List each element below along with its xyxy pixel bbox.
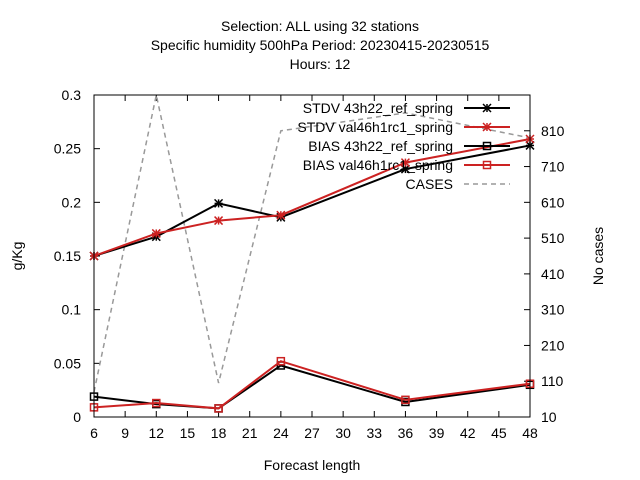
data-point: [482, 160, 492, 170]
data-point: [152, 398, 161, 408]
x-tick-label: 15: [180, 425, 196, 441]
data-point: [400, 158, 410, 168]
data-point: [482, 141, 492, 151]
y-tick-label: 0.3: [62, 87, 82, 103]
y-tick-label: 0.05: [54, 355, 81, 371]
y2-tick-label: 410: [541, 266, 565, 282]
x-axis-label: Forecast length: [264, 457, 361, 473]
series-3: [89, 356, 535, 413]
y2-axis-label: No cases: [590, 227, 606, 285]
x-tick-label: 21: [242, 425, 258, 441]
y2-tick-label: 610: [541, 194, 565, 210]
y2-tick-label: 210: [541, 337, 565, 353]
data-point: [482, 103, 492, 113]
series-line: [93, 94, 531, 393]
x-tick-label: 24: [273, 425, 289, 441]
chart-title-line-1: Selection: ALL using 32 stations: [221, 18, 419, 34]
y-tick-label: 0.1: [62, 302, 82, 318]
series-line: [93, 138, 531, 257]
plot-frame: [93, 94, 531, 418]
x-tick-label: 9: [121, 425, 129, 441]
y2-tick-label: 110: [541, 373, 564, 389]
x-tick-label: 48: [522, 425, 538, 441]
y2-tick-label: 10: [541, 409, 557, 425]
legend-label: BIAS val46h1rc1_spring: [303, 157, 453, 173]
x-tick-label: 30: [335, 425, 351, 441]
data-point: [276, 356, 286, 366]
y-tick-label: 0.25: [54, 141, 81, 157]
y-axis-label: g/Kg: [9, 242, 25, 271]
data-point: [214, 216, 224, 226]
legend-label: STDV val46h1rc1_spring: [297, 119, 453, 135]
data-point: [401, 395, 410, 405]
data-point: [276, 210, 286, 220]
series-2: [89, 361, 535, 413]
x-tick-label: 6: [90, 425, 98, 441]
legend-label: STDV 43h22_ref_spring: [303, 100, 453, 116]
x-tick-label: 36: [398, 425, 414, 441]
data-point: [214, 404, 223, 413]
series-line: [93, 144, 531, 257]
series-line: [93, 360, 531, 410]
x-tick-label: 42: [460, 425, 476, 441]
legend-label: CASES: [406, 176, 453, 192]
y2-tick-label: 310: [541, 302, 565, 318]
y-tick-label: 0.15: [54, 248, 81, 264]
x-tick-label: 39: [429, 425, 445, 441]
y-tick-label: 0.2: [62, 194, 82, 210]
tick-layer: 6 9 12 15 18 21 24 27 30 33 36 39 42 45 48 0 0.05 0.1 0.15…: [54, 87, 565, 441]
series-4: [93, 94, 531, 393]
chart-title-line-2: Specific humidity 500hPa Period: 2023041…: [150, 37, 490, 53]
y2-tick-label: 810: [541, 123, 565, 139]
x-tick-label: 27: [304, 425, 320, 441]
x-tick-label: 12: [148, 425, 164, 441]
legend-label: BIAS 43h22_ref_spring: [308, 138, 453, 154]
data-point: [214, 198, 224, 208]
x-tick-label: 18: [211, 425, 227, 441]
y2-tick-label: 710: [541, 159, 565, 175]
legend: STDV 43h22_ref_spring STDV val46h1rc1_spr…: [297, 100, 510, 192]
x-tick-label: 33: [366, 425, 382, 441]
y2-tick-label: 510: [541, 230, 565, 246]
x-tick-label: 45: [491, 425, 507, 441]
chart-title-line-3: Hours: 12: [289, 56, 351, 72]
data-point: [151, 228, 161, 238]
data-point: [482, 122, 492, 132]
y-tick-label: 0: [73, 409, 81, 425]
